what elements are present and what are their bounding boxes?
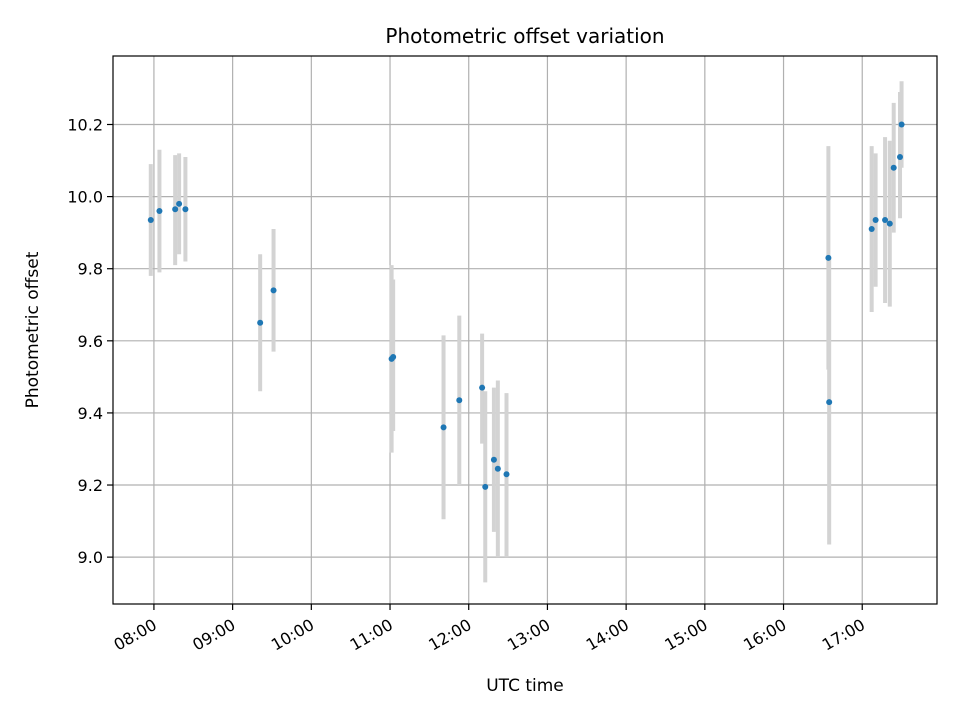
data-point (868, 226, 875, 233)
y-tick-label: 9.2 (78, 476, 103, 495)
data-point (156, 208, 163, 215)
y-tick-label: 9.6 (78, 332, 103, 351)
data-point (176, 200, 183, 207)
data-point (882, 217, 889, 224)
y-tick-label: 10.2 (67, 116, 103, 135)
data-point (482, 483, 489, 490)
data-point (440, 424, 447, 431)
data-point (494, 465, 501, 472)
data-points (147, 121, 905, 490)
data-point (890, 164, 897, 171)
data-point (257, 319, 264, 326)
data-point (872, 217, 879, 224)
data-point (490, 456, 497, 463)
plot-frame (112, 55, 938, 605)
data-point (898, 121, 905, 128)
data-point (479, 384, 486, 391)
data-point (182, 206, 189, 213)
y-tick-label: 9.0 (78, 548, 103, 567)
y-axis-ticks: 9.0 9.2 9.4 9.6 9.8 10.0 10.2 (67, 116, 113, 567)
y-axis-title: Photometric offset (23, 251, 43, 408)
data-point (390, 354, 397, 361)
x-axis-title: UTC time (486, 676, 564, 696)
data-point (825, 254, 832, 261)
data-point (270, 287, 277, 294)
data-point (897, 153, 904, 160)
data-point (147, 217, 154, 224)
data-point (886, 220, 893, 227)
data-point (826, 399, 833, 406)
y-tick-label: 10.0 (67, 188, 103, 207)
y-tick-label: 9.4 (78, 404, 103, 423)
data-point (503, 471, 510, 478)
data-point (172, 206, 179, 213)
y-tick-label: 9.8 (78, 260, 103, 279)
data-point (456, 397, 463, 404)
grid (113, 56, 937, 604)
chart-title: Photometric offset variation (385, 24, 664, 48)
